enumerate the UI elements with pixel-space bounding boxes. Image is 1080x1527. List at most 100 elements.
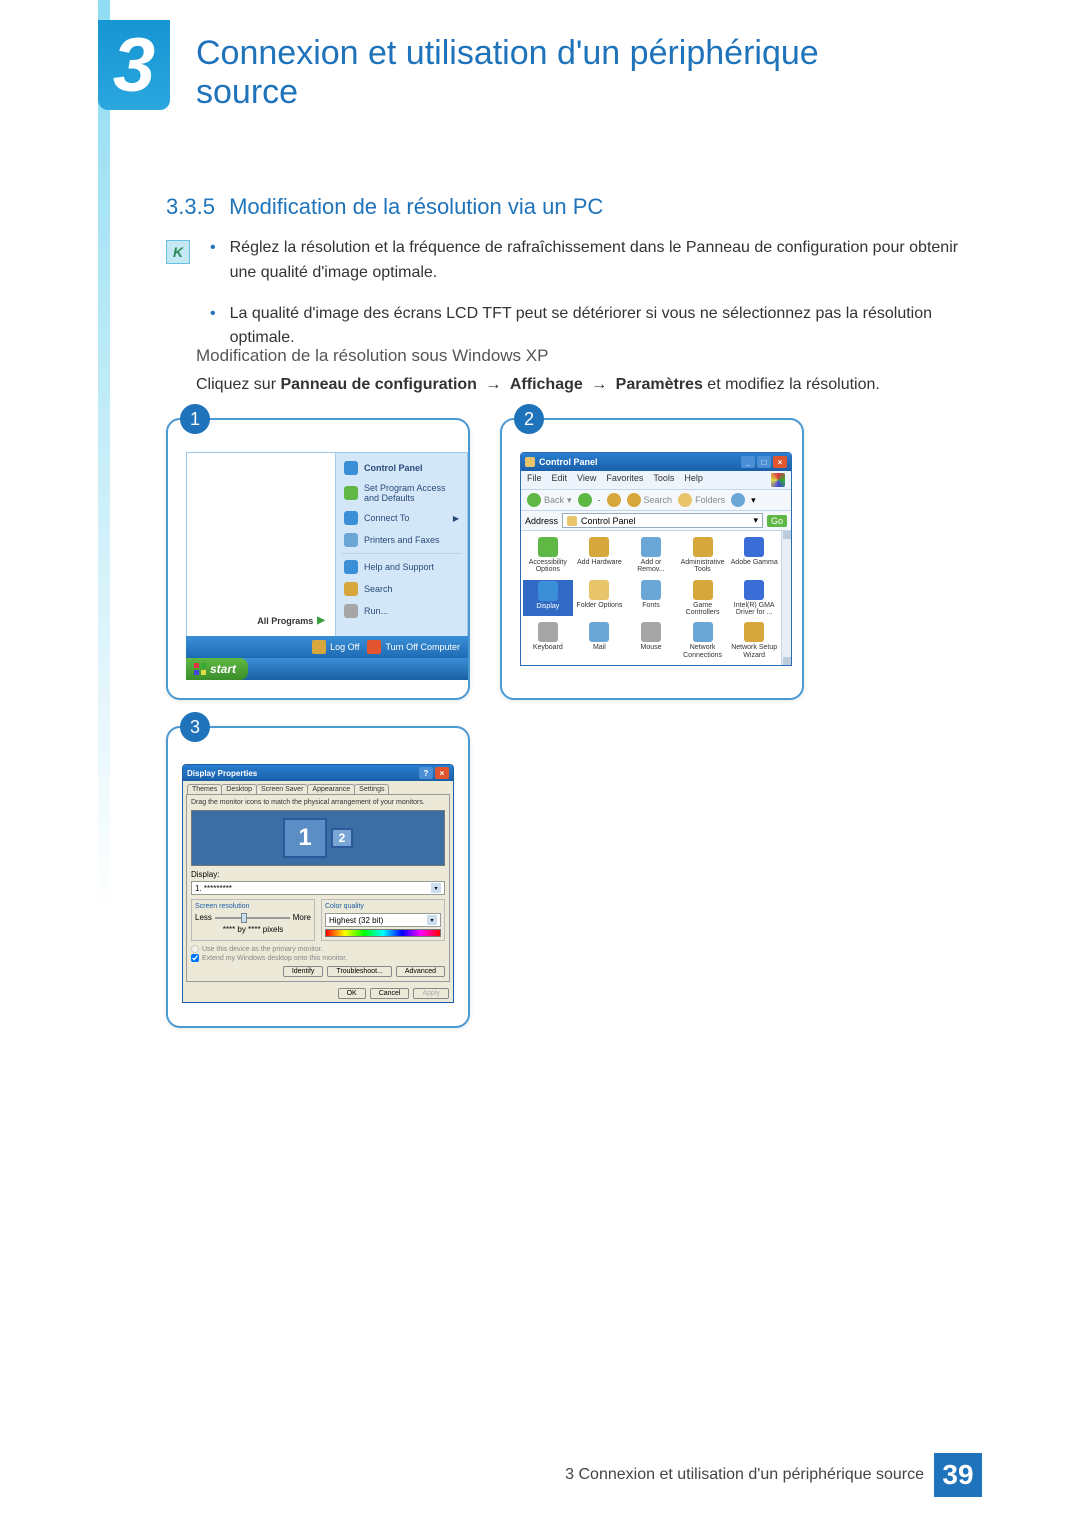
dialog-tabs: ThemesDesktopScreen SaverAppearanceSetti…: [183, 781, 453, 794]
control-panel-item[interactable]: Keyboard: [523, 622, 573, 659]
up-icon[interactable]: [607, 493, 621, 507]
control-panel-item-label: Add or Remov...: [626, 559, 676, 574]
dialog-tab[interactable]: Screen Saver: [256, 784, 308, 794]
control-panel-item[interactable]: Mail: [575, 622, 625, 659]
control-panel-item[interactable]: Display: [523, 580, 573, 617]
dialog-tab[interactable]: Desktop: [221, 784, 257, 794]
start-menu-item[interactable]: Run...: [336, 600, 467, 622]
forward-icon[interactable]: [578, 493, 592, 507]
control-panel-item[interactable]: Accessibility Options: [523, 537, 573, 574]
control-panel-item[interactable]: Add or Remov...: [626, 537, 676, 574]
control-panel-item[interactable]: Add Hardware: [575, 537, 625, 574]
instruction-path-1: Panneau de configuration: [280, 376, 476, 393]
dialog-body: Drag the monitor icons to match the phys…: [186, 794, 450, 982]
control-panel-item[interactable]: Folder Options: [575, 580, 625, 617]
go-button[interactable]: Go: [767, 515, 787, 527]
all-programs-button[interactable]: All Programs ▶: [191, 611, 331, 630]
control-panel-item[interactable]: Network Connections: [678, 622, 728, 659]
arrow-icon: →: [485, 376, 501, 394]
dialog-tab[interactable]: Settings: [354, 784, 389, 794]
control-panel-icon: [525, 457, 535, 467]
control-panel-item[interactable]: Intel(R) GMA Driver for ...: [729, 580, 779, 617]
menu-item[interactable]: View: [577, 473, 596, 487]
address-label: Address: [525, 516, 558, 526]
start-button[interactable]: start: [186, 658, 248, 680]
dialog-footer-buttons: OK Cancel Apply: [183, 985, 453, 1002]
dialog-tab[interactable]: Appearance: [307, 784, 355, 794]
instruction-path-2: Affichage: [510, 376, 583, 393]
chevron-right-icon: ▶: [317, 615, 325, 626]
control-panel-item-label: Administrative Tools: [678, 559, 728, 574]
start-menu-item[interactable]: Search: [336, 578, 467, 600]
address-input[interactable]: Control Panel ▾: [562, 513, 763, 528]
control-panel-item-icon: [641, 622, 661, 642]
start-menu-item[interactable]: Connect To▶: [336, 507, 467, 529]
dialog-instruction: Drag the monitor icons to match the phys…: [191, 799, 445, 806]
menu-item[interactable]: File: [527, 473, 542, 487]
close-button[interactable]: ×: [435, 767, 449, 779]
monitor-arrangement-area[interactable]: 1 2: [191, 810, 445, 866]
apply-button[interactable]: Apply: [413, 988, 449, 999]
extend-desktop-checkbox[interactable]: Extend my Windows desktop onto this moni…: [191, 954, 445, 962]
control-panel-item-icon: [744, 537, 764, 557]
minimize-button[interactable]: _: [741, 456, 755, 468]
advanced-button[interactable]: Advanced: [396, 966, 445, 977]
start-menu-item[interactable]: Set Program Access and Defaults: [336, 479, 467, 507]
control-panel-item[interactable]: Adobe Gamma: [729, 537, 779, 574]
control-panel-item-label: Keyboard: [533, 644, 563, 651]
scrollbar[interactable]: [781, 531, 791, 665]
control-panel-item[interactable]: Fonts: [626, 580, 676, 617]
display-select[interactable]: 1. ********* ▾: [191, 881, 445, 895]
logoff-label: Log Off: [330, 642, 359, 652]
control-panel-item[interactable]: Game Controllers: [678, 580, 728, 617]
back-button[interactable]: Back ▾: [527, 493, 572, 507]
turnoff-button[interactable]: Turn Off Computer: [367, 640, 460, 654]
control-panel-item[interactable]: Network Setup Wizard: [729, 622, 779, 659]
dropdown-icon: ▾: [753, 515, 758, 526]
menu-item-label: Printers and Faxes: [364, 535, 440, 545]
control-panel-window: Control Panel _ □ × FileEditViewFavorite…: [520, 452, 792, 666]
menu-item[interactable]: Help: [684, 473, 703, 487]
dialog-tab[interactable]: Themes: [187, 784, 222, 794]
footer-text: 3 Connexion et utilisation d'un périphér…: [565, 1466, 924, 1484]
troubleshoot-button[interactable]: Troubleshoot...: [327, 966, 391, 977]
identify-button[interactable]: Identify: [283, 966, 324, 977]
menu-item[interactable]: Favorites: [606, 473, 643, 487]
help-button[interactable]: ?: [419, 767, 433, 779]
primary-monitor-checkbox[interactable]: Use this device as the primary monitor.: [191, 945, 445, 953]
views-icon[interactable]: [731, 493, 745, 507]
cancel-button[interactable]: Cancel: [370, 988, 410, 999]
ok-button[interactable]: OK: [338, 988, 366, 999]
menu-item-label: Connect To: [364, 513, 409, 523]
start-menu-item[interactable]: Help and Support: [336, 556, 467, 578]
monitor-1[interactable]: 1: [283, 818, 327, 858]
folders-button[interactable]: Folders: [678, 493, 725, 507]
maximize-button[interactable]: □: [757, 456, 771, 468]
control-panel-item[interactable]: Administrative Tools: [678, 537, 728, 574]
section-heading: 3.3.5 Modification de la résolution via …: [166, 194, 603, 220]
resolution-value: **** by **** pixels: [195, 925, 311, 934]
menu-item-icon: [344, 486, 358, 500]
slider-thumb[interactable]: [241, 913, 247, 923]
color-quality-group: Color quality Highest (32 bit) ▾: [321, 899, 445, 941]
close-button[interactable]: ×: [773, 456, 787, 468]
logoff-button[interactable]: Log Off: [312, 640, 359, 654]
control-panel-item-icon: [641, 580, 661, 600]
color-quality-value: Highest (32 bit): [329, 916, 383, 925]
monitor-2[interactable]: 2: [331, 828, 353, 848]
control-panel-item[interactable]: Mouse: [626, 622, 676, 659]
divider: [342, 553, 461, 554]
chevron-down-icon: ▾: [431, 883, 441, 893]
menu-item[interactable]: Edit: [552, 473, 568, 487]
search-button[interactable]: Search: [627, 493, 673, 507]
start-menu-item[interactable]: Printers and Faxes: [336, 529, 467, 551]
control-panel-item-label: Network Connections: [678, 644, 728, 659]
menu-item[interactable]: Tools: [653, 473, 674, 487]
start-menu-item[interactable]: Control Panel: [336, 457, 467, 479]
resolution-slider[interactable]: Less More: [195, 913, 311, 922]
color-quality-select[interactable]: Highest (32 bit) ▾: [325, 913, 441, 927]
control-panel-item-icon: [589, 622, 609, 642]
control-panel-items: Accessibility OptionsAdd HardwareAdd or …: [521, 531, 781, 665]
start-menu-footer: Log Off Turn Off Computer: [186, 636, 468, 658]
control-panel-item-icon: [693, 537, 713, 557]
